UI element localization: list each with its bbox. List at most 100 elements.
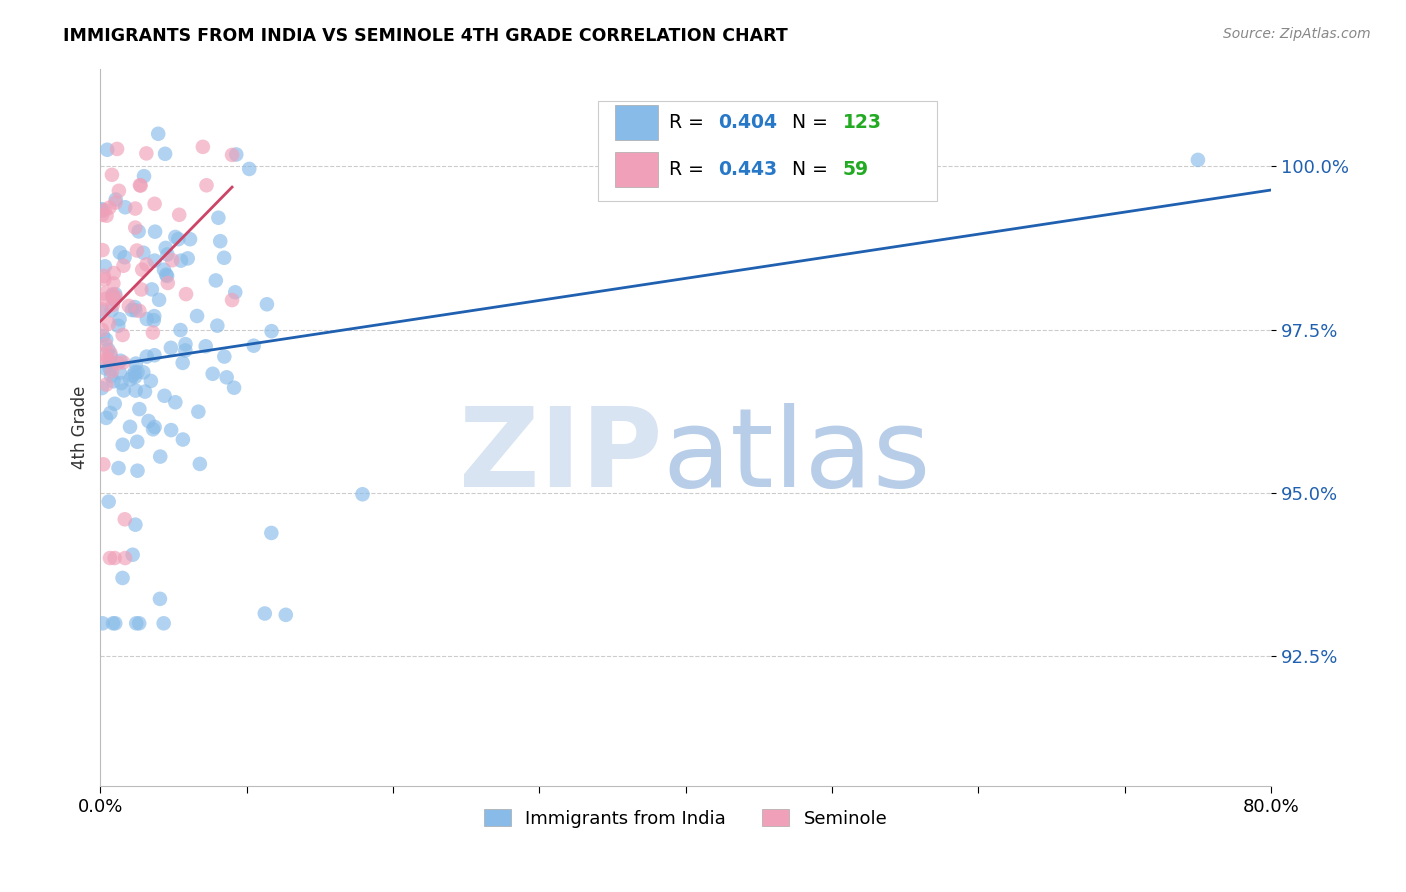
Point <box>253 607 276 621</box>
Point <box>128 304 150 318</box>
Point <box>134 384 156 399</box>
Legend: Immigrants from India, Seminole: Immigrants from India, Seminole <box>477 802 894 835</box>
Point <box>114 512 136 526</box>
Point <box>155 241 177 255</box>
Point <box>153 146 176 161</box>
Point <box>169 323 191 337</box>
Point <box>128 616 150 631</box>
Point <box>143 309 166 323</box>
Point <box>127 365 149 379</box>
Point <box>148 127 170 141</box>
Point <box>212 251 235 265</box>
Point <box>114 200 136 214</box>
Point <box>124 300 146 314</box>
Point <box>98 355 121 369</box>
Point <box>156 276 179 290</box>
Point <box>172 356 194 370</box>
Point <box>100 303 122 318</box>
Point <box>112 355 135 369</box>
Point <box>96 333 118 347</box>
Point <box>125 384 148 398</box>
Point <box>114 250 136 264</box>
Point <box>167 208 190 222</box>
Point <box>153 389 176 403</box>
Point <box>125 357 148 371</box>
Point <box>131 283 153 297</box>
Point <box>143 253 166 268</box>
Point <box>110 353 132 368</box>
Point <box>100 406 122 420</box>
Text: atlas: atlas <box>662 402 931 509</box>
Point <box>135 146 157 161</box>
Point <box>107 461 129 475</box>
Point <box>121 368 143 383</box>
Point <box>91 208 114 222</box>
Text: IMMIGRANTS FROM INDIA VS SEMINOLE 4TH GRADE CORRELATION CHART: IMMIGRANTS FROM INDIA VS SEMINOLE 4TH GR… <box>63 27 787 45</box>
Point <box>135 312 157 326</box>
Point <box>93 286 115 301</box>
Point <box>103 266 125 280</box>
Point <box>143 420 166 434</box>
Point <box>124 220 146 235</box>
Point <box>138 414 160 428</box>
Point <box>242 339 264 353</box>
Point <box>98 361 121 376</box>
Point <box>207 211 229 225</box>
Point <box>104 551 127 566</box>
Point <box>93 203 115 218</box>
Point <box>124 202 146 216</box>
Point <box>111 328 134 343</box>
Point <box>179 232 201 246</box>
Text: ZIP: ZIP <box>458 402 662 509</box>
Text: 0.404: 0.404 <box>718 113 778 132</box>
Point <box>121 548 143 562</box>
Point <box>187 405 209 419</box>
Y-axis label: 4th Grade: 4th Grade <box>72 386 89 469</box>
Point <box>174 287 197 301</box>
Text: Source: ZipAtlas.com: Source: ZipAtlas.com <box>1223 27 1371 41</box>
Point <box>94 260 117 274</box>
Point <box>90 203 112 218</box>
Point <box>132 365 155 379</box>
Point <box>132 169 155 184</box>
Point <box>111 571 134 585</box>
Point <box>104 616 127 631</box>
Point <box>260 525 283 540</box>
Point <box>142 326 165 340</box>
Point <box>225 147 247 161</box>
Point <box>107 356 129 370</box>
Point <box>93 458 115 472</box>
Point <box>104 397 127 411</box>
Point <box>195 178 218 193</box>
Text: N =: N = <box>792 113 834 132</box>
Point <box>1187 153 1209 167</box>
Point <box>129 178 152 193</box>
Point <box>108 366 131 380</box>
Point <box>148 293 170 307</box>
Point <box>191 140 214 154</box>
Point <box>104 290 127 304</box>
Point <box>101 288 124 302</box>
Point <box>103 293 125 307</box>
Point <box>100 369 122 384</box>
Point <box>124 370 146 384</box>
FancyBboxPatch shape <box>616 152 658 187</box>
Point <box>207 318 229 333</box>
Point <box>201 367 224 381</box>
Point <box>194 339 217 353</box>
Point <box>209 234 232 248</box>
Point <box>103 277 125 291</box>
Point <box>160 341 183 355</box>
Point <box>118 299 141 313</box>
Point <box>149 591 172 606</box>
Point <box>125 616 148 631</box>
Point <box>124 303 146 318</box>
Point <box>260 324 283 338</box>
Point <box>90 381 112 395</box>
Point <box>90 323 112 337</box>
Point <box>155 268 177 282</box>
Point <box>94 410 117 425</box>
Point <box>131 262 153 277</box>
Point <box>127 464 149 478</box>
Point <box>352 487 374 501</box>
